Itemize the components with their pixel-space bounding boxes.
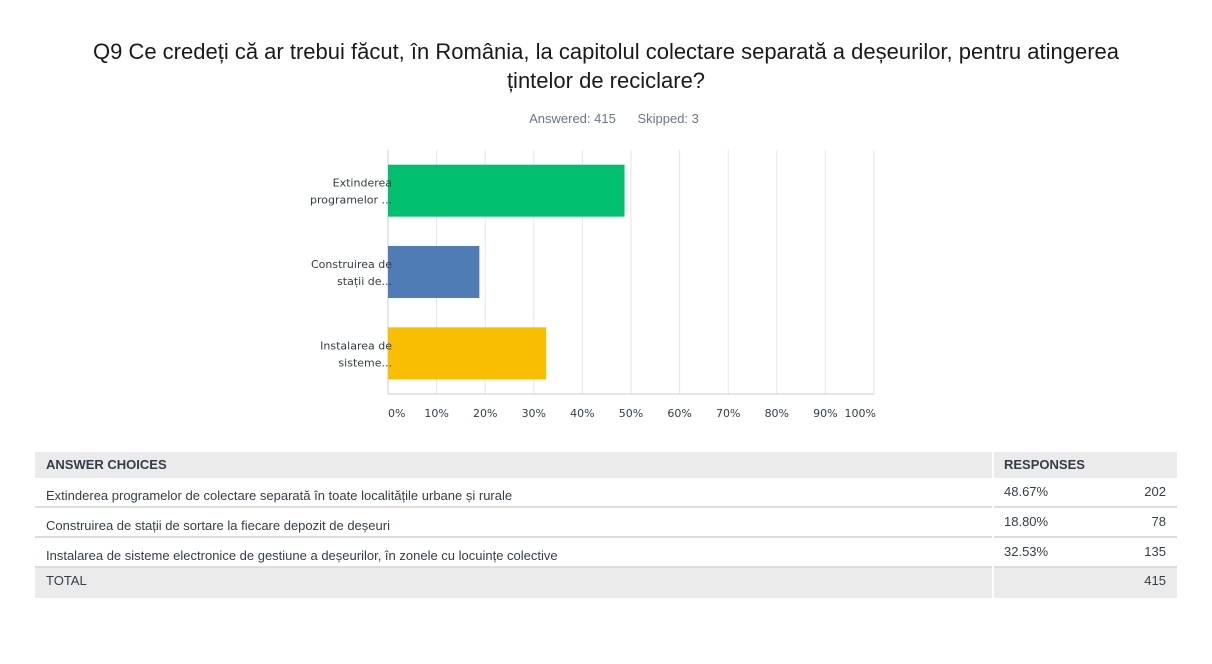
- answer-choice: Extinderea programelor de colectare sepa…: [35, 478, 992, 508]
- response-cell: 48.67% 202: [994, 478, 1177, 508]
- x-tick-label: 60%: [667, 407, 691, 420]
- responses-table: ANSWER CHOICES RESPONSES Extinderea prog…: [35, 452, 1177, 598]
- x-tick-label: 50%: [619, 407, 643, 420]
- bar-chart: Extinderea programelor ... Construirea de s…: [310, 150, 876, 420]
- skipped-count: Skipped: 3: [637, 111, 699, 126]
- answered-count: Answered: 415: [529, 111, 616, 126]
- table-row: Extinderea programelor de colectare sepa…: [35, 478, 1177, 508]
- response-cell: 18.80% 78: [994, 508, 1177, 538]
- response-percent: 48.67%: [1004, 484, 1049, 499]
- question-title: Q9 Ce credeți că ar trebui făcut, în Rom…: [92, 39, 1120, 93]
- x-tick-label: 0%: [388, 407, 405, 420]
- category-label: programelor ...: [310, 194, 392, 207]
- response-summary: Answered: 415 Skipped: 3: [0, 111, 1212, 126]
- table-row: Construirea de stații de sortare la fiec…: [35, 508, 1177, 538]
- x-tick-label: 10%: [424, 407, 448, 420]
- x-tick-label: 70%: [716, 407, 740, 420]
- total-count: 415: [1144, 573, 1166, 588]
- table-header: ANSWER CHOICES RESPONSES: [35, 452, 1177, 478]
- x-tick-label: 40%: [570, 407, 594, 420]
- bar: [388, 327, 547, 380]
- x-tick-label: 90%: [813, 407, 837, 420]
- response-count: 78: [1151, 514, 1166, 529]
- x-tick-label: 20%: [473, 407, 497, 420]
- total-label: TOTAL: [35, 568, 992, 598]
- category-label: sisteme...: [338, 356, 392, 369]
- answer-choice: Construirea de stații de sortare la fiec…: [35, 508, 992, 538]
- category-label: Extinderea: [333, 177, 392, 190]
- category-label: Instalarea de: [320, 339, 392, 352]
- table-row: Instalarea de sisteme electronice de ges…: [35, 538, 1177, 568]
- bar: [388, 164, 625, 217]
- header-responses: RESPONSES: [994, 452, 1177, 478]
- category-label: stații de...: [337, 275, 392, 288]
- x-tick-label: 100%: [845, 407, 876, 420]
- response-count: 202: [1144, 484, 1166, 499]
- bar: [388, 246, 480, 298]
- total-cell: 415: [994, 568, 1177, 598]
- response-percent: 32.53%: [1004, 544, 1049, 559]
- answer-choice: Instalarea de sisteme electronice de ges…: [35, 538, 992, 568]
- category-label: Construirea de: [311, 258, 392, 271]
- x-tick-label: 80%: [765, 407, 789, 420]
- table-total-row: TOTAL 415: [35, 568, 1177, 598]
- response-percent: 18.80%: [1004, 514, 1049, 529]
- response-cell: 32.53% 135: [994, 538, 1177, 568]
- header-answer-choices: ANSWER CHOICES: [35, 452, 992, 478]
- response-count: 135: [1144, 544, 1166, 559]
- x-tick-label: 30%: [522, 407, 546, 420]
